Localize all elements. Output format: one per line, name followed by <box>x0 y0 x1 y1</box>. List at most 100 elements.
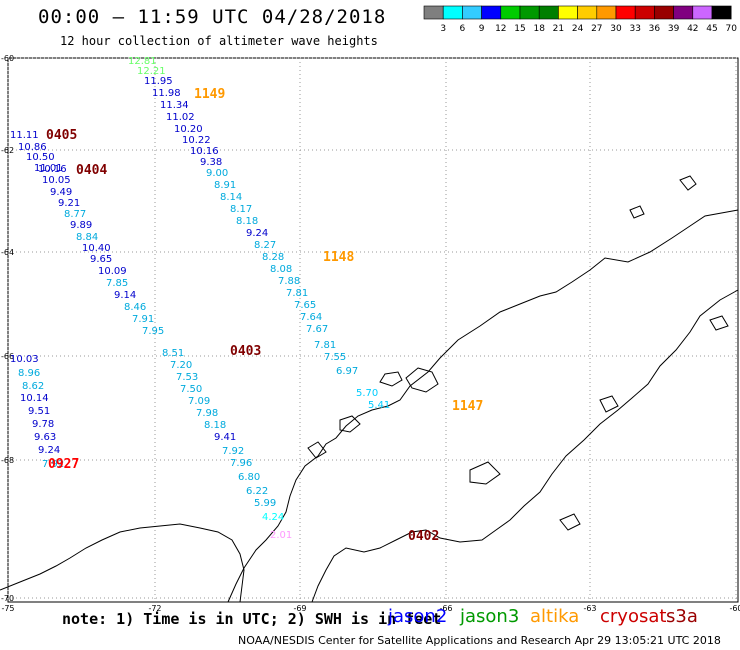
wave-height-label: 7.53 <box>176 372 198 383</box>
colorbar-tick-label: 9 <box>479 24 485 34</box>
colorbar-tick-label: 39 <box>668 24 680 34</box>
wave-height-label: 9.24 <box>246 228 268 239</box>
wave-height-label: 2.01 <box>270 530 292 541</box>
lat-label: -68 <box>1 456 14 465</box>
wave-height-label: 9.89 <box>70 220 92 231</box>
wave-height-label: 12.21 <box>137 66 166 77</box>
coastline <box>379 371 403 387</box>
colorbar-tick-label: 3 <box>440 24 446 34</box>
wave-height-label: 4.24 <box>262 512 284 523</box>
satellite-legend-jason3: jason3 <box>460 606 520 627</box>
wave-height-label: 7.81 <box>314 340 336 351</box>
wave-height-label: 9.51 <box>28 406 50 417</box>
colorbar-swatch <box>711 5 732 20</box>
wave-height-label: 6.22 <box>246 486 268 497</box>
lon-label: -69 <box>293 604 306 613</box>
wave-height-label: 8.14 <box>220 192 242 203</box>
wave-height-label: 12.81 <box>128 56 157 67</box>
wave-height-label: 9.63 <box>34 432 56 443</box>
coastline <box>469 461 501 485</box>
wave-height-label: 8.18 <box>204 420 226 431</box>
wave-height-label: 9.21 <box>58 198 80 209</box>
wave-height-label: 5.70 <box>356 388 378 399</box>
wave-height-label: 6.97 <box>336 366 358 377</box>
wave-height-label: 8.51 <box>162 348 184 359</box>
coastline <box>559 513 581 531</box>
wave-height-label: 10.20 <box>174 124 203 135</box>
wave-height-label: 10.86 <box>18 142 47 153</box>
coastline <box>307 441 327 459</box>
pass-time-label: 1148 <box>323 250 354 265</box>
colorbar-tick-label: 18 <box>533 24 545 34</box>
colorbar-tick-label: 21 <box>553 24 564 34</box>
wave-height-label: 10.03 <box>10 354 39 365</box>
wave-height-label: 8.77 <box>64 209 86 220</box>
wave-height-label: 11.34 <box>160 100 189 111</box>
wave-height-label: 8.91 <box>214 180 236 191</box>
wave-height-label: 8.46 <box>124 302 146 313</box>
coastline <box>709 315 729 331</box>
wave-height-label: 7.65 <box>294 300 316 311</box>
lat-label: -60 <box>1 54 14 63</box>
wave-height-label: 9.49 <box>50 187 72 198</box>
wave-height-label: 8.84 <box>76 232 98 243</box>
map-frame <box>7 57 739 603</box>
wave-height-label: 7.67 <box>306 324 328 335</box>
colorbar-tick-label: 12 <box>495 24 506 34</box>
pass-time-label: 0403 <box>230 344 261 359</box>
wave-height-label: 8.17 <box>230 204 252 215</box>
colorbar-tick-label: 24 <box>572 24 584 34</box>
credit-line: NOAA/NESDIS Center for Satellite Applica… <box>238 634 721 647</box>
lon-label: -72 <box>148 604 161 613</box>
wave-height-label: 8.18 <box>236 216 258 227</box>
colorbar-tick-label: 30 <box>610 24 622 34</box>
wave-height-label: 8.62 <box>22 381 44 392</box>
wave-height-label: 7.91 <box>132 314 154 325</box>
wave-height-label: 7.09 <box>188 396 210 407</box>
pass-time-label: 0402 <box>408 529 439 544</box>
coastline <box>311 289 739 603</box>
wave-height-label: 11.98 <box>152 88 181 99</box>
wave-height-label: 7.55 <box>324 352 346 363</box>
wave-height-label: 7.81 <box>286 288 308 299</box>
wave-height-label: 9.65 <box>90 254 112 265</box>
pass-time-label: 1147 <box>452 399 483 414</box>
wave-height-label: 8.27 <box>254 240 276 251</box>
wave-height-label: 8.28 <box>262 252 284 263</box>
pass-time-label: 0404 <box>76 163 107 178</box>
lon-label: -60 <box>729 604 740 613</box>
wave-height-label: 5.99 <box>254 498 276 509</box>
wave-height-label: 11.11 <box>10 130 39 141</box>
coastline <box>599 395 619 413</box>
wave-height-label: 7.20 <box>170 360 192 371</box>
wave-height-label: 8.96 <box>18 368 40 379</box>
coastline <box>405 367 439 393</box>
wave-height-label: 10.40 <box>82 243 111 254</box>
colorbar-tick-label: 27 <box>591 24 602 34</box>
coastline <box>679 175 697 191</box>
wave-height-label: 8.08 <box>270 264 292 275</box>
colorbar-tick-label: 70 <box>725 24 737 34</box>
coastline <box>0 523 245 603</box>
wave-height-label: 10.50 <box>26 152 55 163</box>
lat-label: -62 <box>1 146 14 155</box>
wave-height-label: 10.16 <box>190 146 219 157</box>
satellite-legend-cryosat: cryosat <box>600 606 667 627</box>
wave-height-label: 7.50 <box>180 384 202 395</box>
lat-label: -66 <box>1 352 14 361</box>
colorbar-tick-label: 42 <box>687 24 698 34</box>
wave-height-label: 9.14 <box>114 290 136 301</box>
lon-label: -63 <box>583 604 596 613</box>
satellite-legend-altika: altika <box>530 606 580 627</box>
wave-height-label: 9.24 <box>38 445 60 456</box>
wave-height-label: 7.85 <box>106 278 128 289</box>
satellite-legend-s3a: s3a <box>666 606 698 627</box>
chart-title: 00:00 – 11:59 UTC 04/28/2018 <box>38 6 387 28</box>
wave-height-label: 9.38 <box>200 157 222 168</box>
chart-subtitle: 12 hour collection of altimeter wave hei… <box>60 34 378 48</box>
wave-height-label: 7.95 <box>142 326 164 337</box>
coastline <box>227 209 739 603</box>
wave-height-label: 7.88 <box>278 276 300 287</box>
